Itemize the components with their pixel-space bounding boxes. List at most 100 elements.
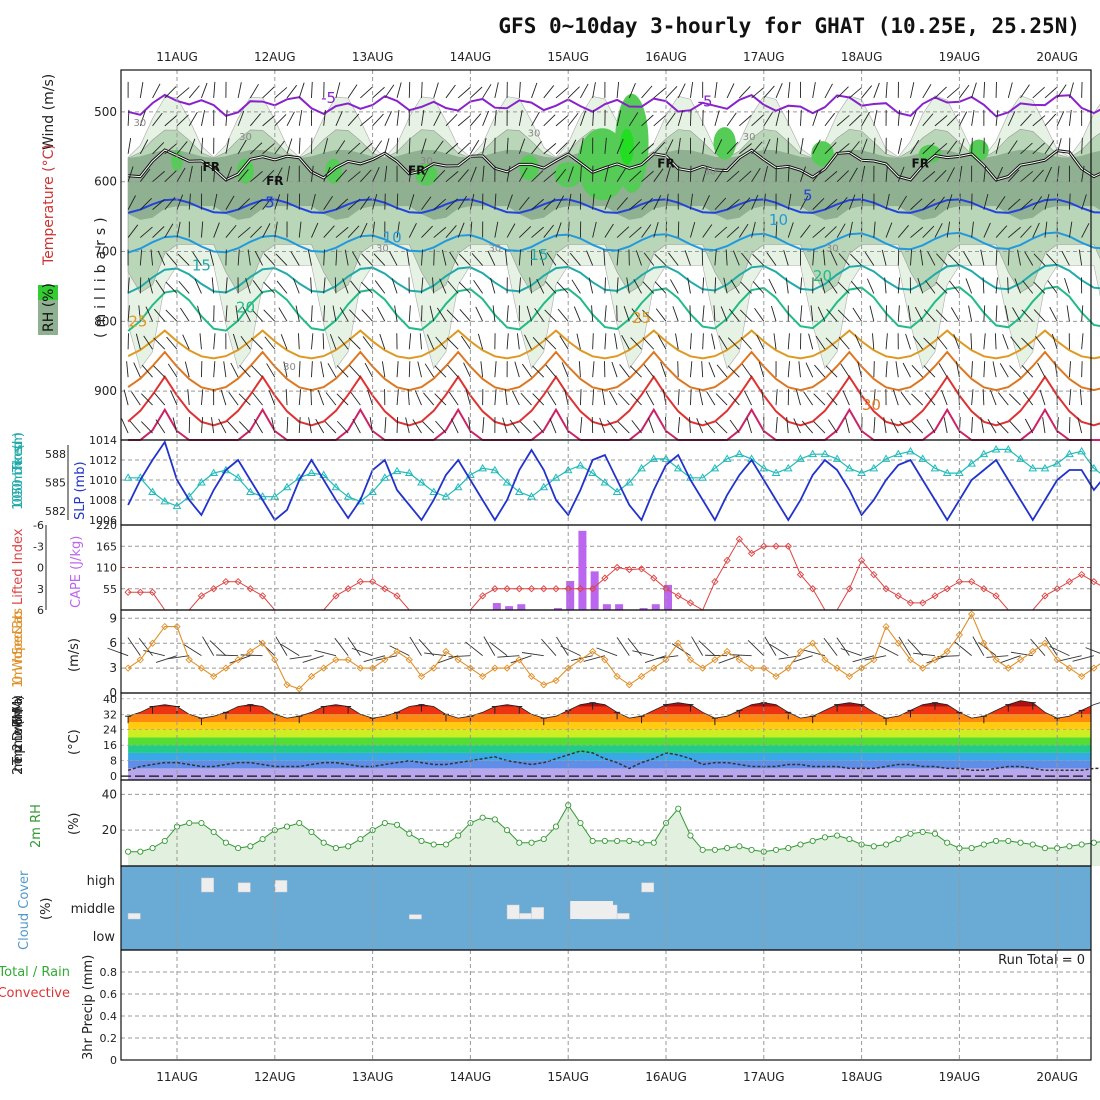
lifted-index-point: [246, 585, 254, 593]
wind-barb: [526, 305, 532, 322]
wind-barb: [946, 167, 955, 182]
lifted-index-point: [124, 588, 132, 596]
lifted-index-point: [943, 585, 951, 593]
thickness-point: [343, 492, 353, 500]
wind-barb: [1061, 251, 1070, 266]
wind-barb: [155, 279, 166, 294]
wind-barb: [323, 305, 326, 322]
wind-barb: [225, 305, 228, 322]
rh2m-point: [748, 846, 755, 853]
thickness-point: [845, 463, 854, 472]
wind-barb: [800, 166, 806, 182]
wind-barb: [176, 141, 188, 155]
wind-barb: [630, 393, 642, 406]
wind-barb: [910, 249, 913, 266]
wind10m-point: [650, 664, 658, 672]
thickness-point: [209, 468, 219, 477]
wind-barb: [824, 83, 833, 99]
cloud-block: [237, 882, 251, 893]
wind-barb: [123, 389, 129, 406]
wind-barb: [892, 389, 899, 406]
rh2m-point: [442, 841, 450, 848]
wind-barb: [121, 418, 129, 434]
temp-band: [128, 768, 1091, 780]
wind-barb: [504, 249, 508, 266]
wind10m-barb: [275, 636, 288, 656]
thickness-point: [918, 454, 928, 462]
wind-barb: [1014, 278, 1021, 294]
wind-barb: [337, 336, 349, 350]
isotherm-label: 30: [862, 396, 881, 414]
wind-barb: [448, 391, 459, 406]
cape-bar: [639, 608, 648, 610]
ylabel-temperature: Temperature (°C): [41, 144, 57, 266]
precip-tick-label: 0.2: [100, 1032, 118, 1045]
wind-barb: [347, 225, 360, 238]
temp2m-panel: 40 32 24 16 8 0: [103, 693, 1100, 783]
thickness-point: [893, 449, 903, 458]
wind-barb: [608, 390, 618, 406]
cape-bar: [517, 604, 526, 610]
lifted-index-point: [931, 592, 939, 600]
thickness-point: [527, 492, 536, 500]
wind-barb: [458, 253, 471, 266]
cloud-block-wide: [570, 901, 613, 919]
wind-barb: [1047, 280, 1058, 294]
wind-barb: [531, 170, 544, 183]
wind-barb: [225, 195, 235, 210]
wind-barb: [372, 166, 380, 182]
wind-barb: [167, 363, 178, 378]
wind-barb: [237, 82, 242, 99]
lifted-index-point: [625, 565, 633, 574]
rh-green-patch: [811, 141, 834, 167]
thickness-point: [514, 487, 524, 495]
wind-barb: [787, 333, 790, 350]
thickness-line: [128, 448, 1100, 507]
wind10m-barb: [541, 638, 557, 656]
thickness-point: [478, 463, 487, 472]
wind-barb: [408, 333, 412, 350]
wind-barb: [235, 305, 239, 322]
cloud-block: [274, 880, 288, 893]
wind-barb: [579, 165, 582, 182]
wind-barb: [349, 309, 361, 322]
wind10m-point: [576, 656, 585, 664]
rh2m-point: [699, 846, 706, 853]
wind-barb: [911, 393, 924, 406]
wind-barb: [614, 333, 618, 350]
slp-tick-label: 1014: [89, 434, 117, 447]
wind-barb: [323, 225, 335, 238]
thickness-point: [698, 473, 708, 481]
wind10m-barb: [127, 637, 141, 656]
wind10m-panel: 9 6 3 0: [107, 610, 1100, 700]
wind-barb: [145, 306, 153, 322]
wind-barb: [793, 418, 801, 434]
wind-barb: [176, 194, 184, 210]
wind-barb: [482, 138, 487, 154]
wind-barb: [150, 249, 153, 266]
ylabel-thickness: 1000-500mb Thickness (dm): [11, 432, 26, 510]
wind10m-point: [992, 656, 1000, 664]
cloud-block: [506, 904, 520, 920]
wind-barb: [427, 334, 435, 350]
wind-barb: [414, 390, 422, 406]
wind-barb: [641, 143, 655, 155]
wind-barb: [335, 249, 338, 266]
wind-barb: [934, 86, 947, 99]
wind-barb: [971, 221, 974, 238]
wind-barb: [308, 417, 312, 434]
wind-barb: [1079, 389, 1083, 406]
wind-barb: [936, 253, 948, 266]
wind-barb: [379, 333, 386, 350]
wind-barb: [176, 87, 190, 99]
wind10m-barb: [878, 645, 899, 657]
temp2m-ylabels: 2m Temp 2m DewPt (6hr Min/Max) (°C): [11, 695, 82, 775]
wind-barb: [262, 142, 275, 155]
wind-barb: [631, 420, 642, 434]
wind-barb: [588, 277, 594, 294]
rh2m-point: [724, 845, 731, 852]
wind-barb: [1008, 226, 1021, 238]
wind10m-point: [454, 656, 462, 664]
wind-barb: [218, 418, 227, 434]
wind-barb: [1002, 334, 1009, 350]
